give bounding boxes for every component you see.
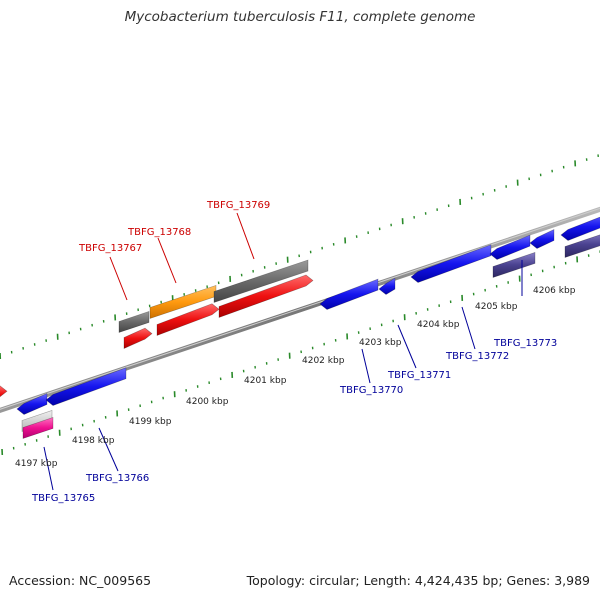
gene-label-tbfg-13770: TBFG_13770 [339, 385, 403, 396]
kbp-label: 4197 kbp [15, 459, 58, 469]
kbp-label: 4201 kbp [244, 376, 287, 386]
callout-line [109, 256, 128, 301]
gene-label-tbfg-13771: TBFG_13771 [387, 370, 451, 381]
gene-right-edge-navy [564, 234, 600, 258]
outer-tick-track [0, 154, 599, 360]
gene-tbfg-13772 [410, 244, 492, 283]
gene-label-tbfg-13766: TBFG_13766 [85, 473, 149, 484]
gene-labels: TBFG_13767 TBFG_13768 TBFG_13769 TBFG_13… [31, 200, 557, 504]
kbp-label: 4206 kbp [533, 286, 576, 296]
gene-features [0, 216, 600, 439]
gene-label-tbfg-13767: TBFG_13767 [78, 243, 142, 254]
kbp-scale-labels: 4197 kbp 4198 kbp 4199 kbp 4200 kbp 4201… [15, 286, 576, 469]
gene-left-edge-red [0, 385, 8, 398]
gene-tbfg-13769 [218, 274, 314, 318]
gene-tbfg-13768 [156, 303, 220, 336]
gene-label-tbfg-13772: TBFG_13772 [445, 351, 509, 362]
gene-label-tbfg-13768: TBFG_13768 [127, 227, 191, 238]
gene-tbfg-13765-pink [22, 417, 54, 439]
gene-tbfg-13767-grey [118, 311, 150, 333]
gene-tbfg-13773b [529, 228, 555, 249]
map-title: Mycobacterium tuberculosis F11, complete… [124, 9, 476, 25]
genome-backbone [0, 206, 600, 413]
callout-line [236, 212, 255, 260]
kbp-label: 4200 kbp [186, 397, 229, 407]
callout-line [461, 306, 476, 350]
gene-label-tbfg-13765: TBFG_13765 [31, 493, 95, 504]
gene-tbfg-13765 [16, 392, 48, 415]
kbp-label: 4204 kbp [417, 320, 460, 330]
gene-tbfg-13767 [123, 327, 153, 349]
gene-tbfg-13766 [45, 367, 127, 406]
topology-summary: Topology: circular; Length: 4,424,435 bp… [246, 573, 590, 588]
gene-tbfg-13770 [319, 278, 379, 310]
callout-line [43, 446, 54, 491]
accession-label: Accession: NC_009565 [9, 573, 152, 588]
gene-label-tbfg-13769: TBFG_13769 [206, 200, 270, 211]
gene-label-tbfg-13773: TBFG_13773 [493, 338, 557, 349]
kbp-label: 4199 kbp [129, 417, 172, 427]
inner-tick-track [1, 250, 600, 456]
gene-right-edge-blue [560, 216, 600, 241]
kbp-label: 4203 kbp [359, 338, 402, 348]
gene-tbfg-13769-grey [213, 259, 309, 303]
kbp-label: 4205 kbp [475, 302, 518, 312]
gene-tbfg-13771 [378, 277, 396, 295]
callout-line [397, 324, 417, 369]
gene-tbfg-13773 [492, 252, 536, 278]
kbp-label: 4198 kbp [72, 436, 115, 446]
callout-line [98, 427, 119, 472]
kbp-label: 4202 kbp [302, 356, 345, 366]
gene-tbfg-13772b [489, 234, 531, 260]
callout-line [361, 348, 371, 384]
callout-line [157, 237, 177, 284]
gene-callout-lines [43, 212, 523, 491]
